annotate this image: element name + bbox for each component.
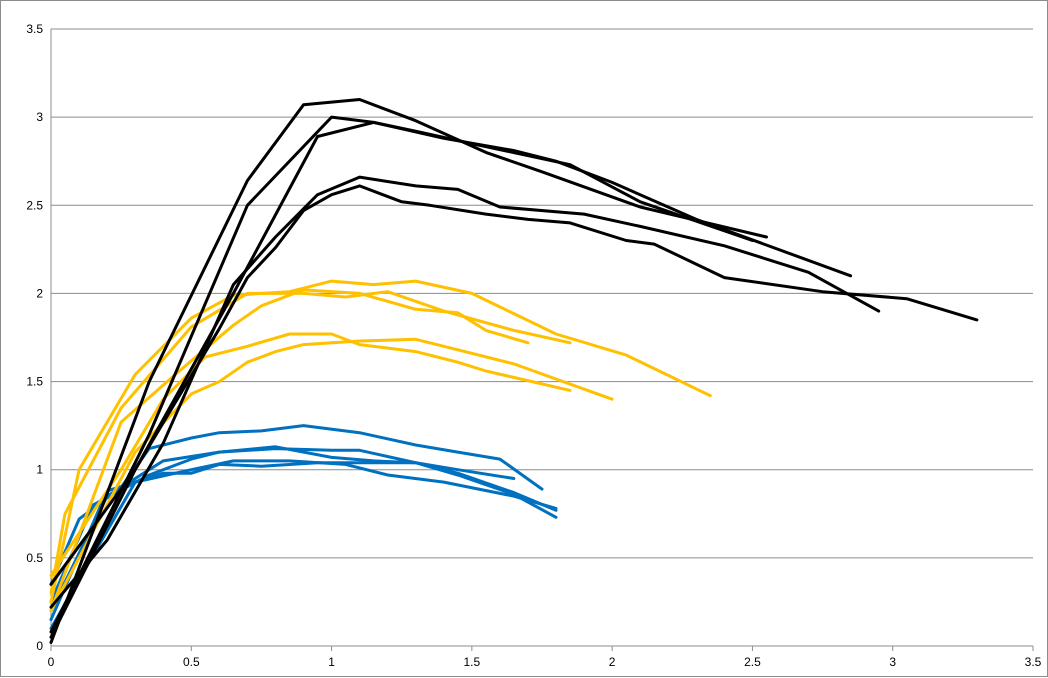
- series-line-black-1: [51, 117, 752, 632]
- y-tick-label: 3.5: [26, 22, 43, 36]
- y-tick-label: 0: [36, 639, 43, 653]
- y-tick-label: 1.5: [26, 375, 43, 389]
- series-line-black-4: [51, 186, 977, 637]
- data-series: [51, 100, 977, 643]
- series-line-black-2: [51, 122, 851, 584]
- x-tick-label: 2.5: [744, 655, 761, 669]
- x-tick-label: 1.5: [464, 655, 481, 669]
- y-tick-label: 1: [36, 463, 43, 477]
- y-tick-label: 2.5: [26, 198, 43, 212]
- x-axis-tick-labels: 0 0.5 1 1.5 2 2.5 3 3.5: [48, 655, 1042, 669]
- y-tick-label: 2: [36, 286, 43, 300]
- x-tick-label: 3: [889, 655, 896, 669]
- x-tick-label: 0: [48, 655, 55, 669]
- x-tick-label: 1: [328, 655, 335, 669]
- y-tick-label: 0.5: [26, 551, 43, 565]
- x-tick-label: 2: [609, 655, 616, 669]
- x-tick-label: 3.5: [1025, 655, 1042, 669]
- y-axis-tick-labels: 0 0.5 1 1.5 2 2.5 3 3.5: [26, 22, 43, 653]
- series-line-yellow-6: [51, 292, 570, 593]
- gridlines: [51, 29, 1033, 558]
- y-tick-label: 3: [36, 110, 43, 124]
- x-tick-label: 0.5: [183, 655, 200, 669]
